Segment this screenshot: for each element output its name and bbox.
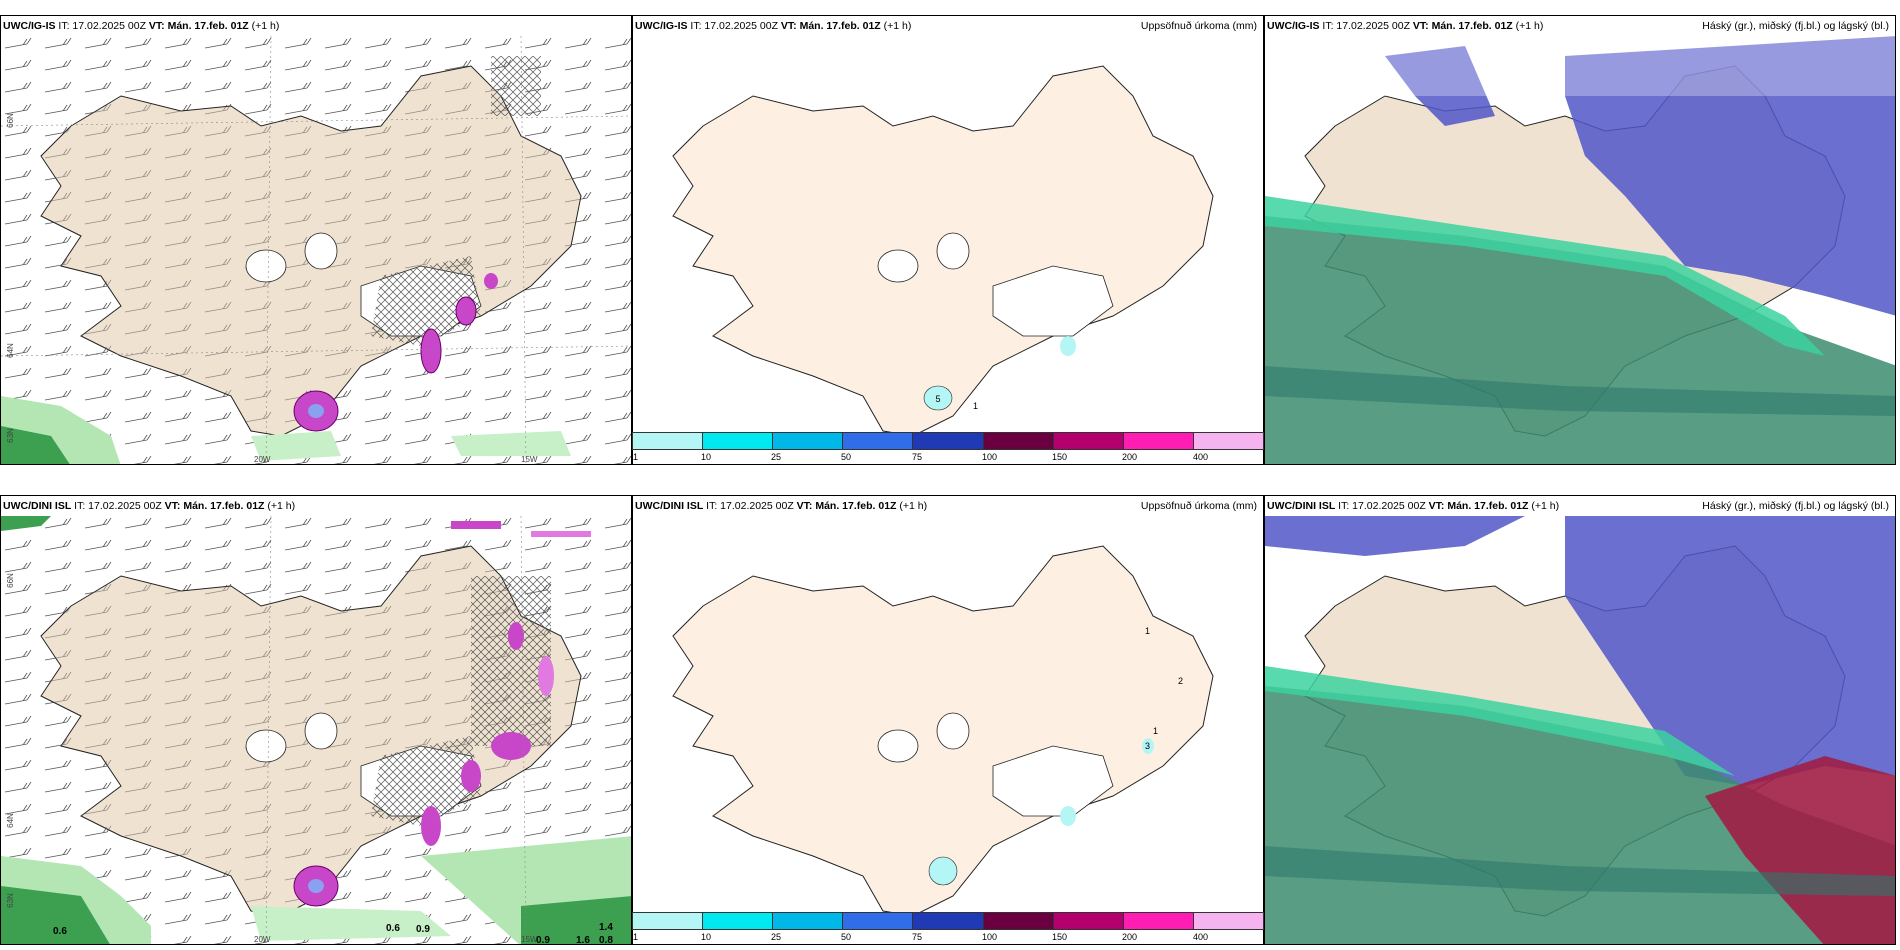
panel-title: Háský (gr.), miðský (fj.bl.) og lágský (… (1702, 20, 1889, 32)
precip-cells (293, 521, 591, 907)
cloud-map (1265, 516, 1895, 944)
panel-header: UWC/DINI ISL IT: 17.02.2025 00Z VT: Mán.… (1267, 500, 1560, 512)
wind-value: 1.4 (599, 922, 613, 933)
wind-value: 0.9 (536, 935, 550, 945)
cloud-map (1265, 36, 1895, 464)
panel-header: UWC/IG-IS IT: 17.02.2025 00Z VT: Mán. 17… (3, 20, 280, 32)
lon-label: 15W (521, 935, 538, 944)
wind-map (1, 36, 631, 464)
cloud-panel-bottom[interactable]: UWC/DINI ISL IT: 17.02.2025 00Z VT: Mán.… (1264, 495, 1896, 945)
precip-cells (293, 273, 498, 432)
panel-header: UWC/IG-IS IT: 17.02.2025 00Z VT: Mán. 17… (635, 20, 912, 32)
colorbar-top: 1 10 25 50 75 100 150 200 400 (632, 432, 1264, 462)
precip-label: 2 (1178, 676, 1183, 686)
lon-label: 15W (521, 455, 538, 464)
colorbar-tick: 150 (1052, 452, 1068, 462)
precip-cell (923, 385, 953, 411)
low-cloud (1265, 666, 1735, 776)
wind-panel-bottom[interactable]: UWC/DINI ISL IT: 17.02.2025 00Z VT: Mán.… (0, 495, 632, 945)
lon-label: 20W (254, 455, 271, 464)
colorbar-tick: 1 (633, 452, 639, 462)
wind-map: 0.6 0.6 0.9 0.9 1.6 0.8 1.4 (1, 516, 631, 945)
colorbar-tick: 400 (1193, 932, 1209, 942)
wind-value: 0.9 (416, 924, 430, 935)
precip-label: 5 (935, 394, 940, 404)
wind-value: 0.6 (53, 926, 67, 937)
wind-value: 0.6 (386, 923, 400, 934)
colorbar-tick: 200 (1122, 932, 1138, 942)
panel-title: Uppsöfnuð úrkoma (mm) (1140, 500, 1257, 512)
panel-header: UWC/DINI ISL IT: 17.02.2025 00Z VT: Mán.… (3, 500, 296, 512)
lon-label: 20W (254, 935, 271, 944)
precip-label: 1 (1153, 726, 1158, 736)
lat-label: 66N (5, 573, 15, 588)
mid-cloud (1565, 516, 1895, 786)
colorbar-tick: 100 (982, 932, 998, 942)
mid-cloud (1565, 36, 1895, 316)
colorbar-tick: 50 (841, 932, 852, 942)
colorbar-tick: 10 (701, 932, 712, 942)
colorbar-bottom: 1 10 25 50 75 100 150 200 400 (632, 912, 1264, 942)
wind-panel-top[interactable]: UWC/IG-IS IT: 17.02.2025 00Z VT: Mán. 17… (0, 15, 632, 465)
cloud-panel-top[interactable]: UWC/IG-IS IT: 17.02.2025 00Z VT: Mán. 17… (1264, 15, 1896, 465)
lat-label: 64N (5, 813, 15, 828)
precip-panel-top[interactable]: UWC/IG-IS IT: 17.02.2025 00Z VT: Mán. 17… (632, 15, 1264, 465)
colorbar-tick: 400 (1193, 452, 1209, 462)
low-cloud (1265, 196, 1825, 356)
precip-map: 1 2 1 3 (672, 545, 1214, 917)
panel-title: Uppsöfnuð úrkoma (mm) (1140, 20, 1257, 32)
lat-label: 63N (5, 428, 15, 443)
precip-map: 5 1 (672, 65, 1214, 437)
lat-label: 63N (5, 893, 15, 908)
colorbar-tick: 25 (771, 932, 782, 942)
precip-cell (1060, 336, 1076, 356)
precip-cell (928, 856, 958, 886)
lat-label: 66N (5, 113, 15, 128)
lat-label: 64N (5, 343, 15, 358)
precip-panel-bottom[interactable]: UWC/DINI ISL IT: 17.02.2025 00Z VT: Mán.… (632, 495, 1264, 945)
precip-label: 1 (1145, 626, 1150, 636)
colorbar-tick: 50 (841, 452, 852, 462)
colorbar-tick: 25 (771, 452, 782, 462)
colorbar-tick: 150 (1052, 932, 1068, 942)
low-wind-green (1, 396, 571, 464)
panel-header: UWC/IG-IS IT: 17.02.2025 00Z VT: Mán. 17… (1267, 20, 1544, 32)
colorbar-tick: 75 (912, 452, 923, 462)
precip-label: 3 (1145, 741, 1150, 751)
colorbar-tick: 10 (701, 452, 712, 462)
ice-cloud (1705, 756, 1895, 944)
precip-cell (1060, 806, 1076, 826)
low-wind-green (1, 516, 631, 944)
precip-cell (1142, 738, 1154, 754)
panel-title: Háský (gr.), miðský (fj.bl.) og lágský (… (1702, 500, 1889, 512)
panel-header: UWC/DINI ISL IT: 17.02.2025 00Z VT: Mán.… (635, 500, 928, 512)
colorbar-tick: 1 (633, 932, 639, 942)
colorbar-tick: 200 (1122, 452, 1138, 462)
wind-value: 1.6 (576, 935, 590, 945)
colorbar-tick: 75 (912, 932, 923, 942)
colorbar-tick: 100 (982, 452, 998, 462)
precip-label: 1 (973, 401, 978, 411)
wind-value: 0.8 (599, 935, 613, 945)
